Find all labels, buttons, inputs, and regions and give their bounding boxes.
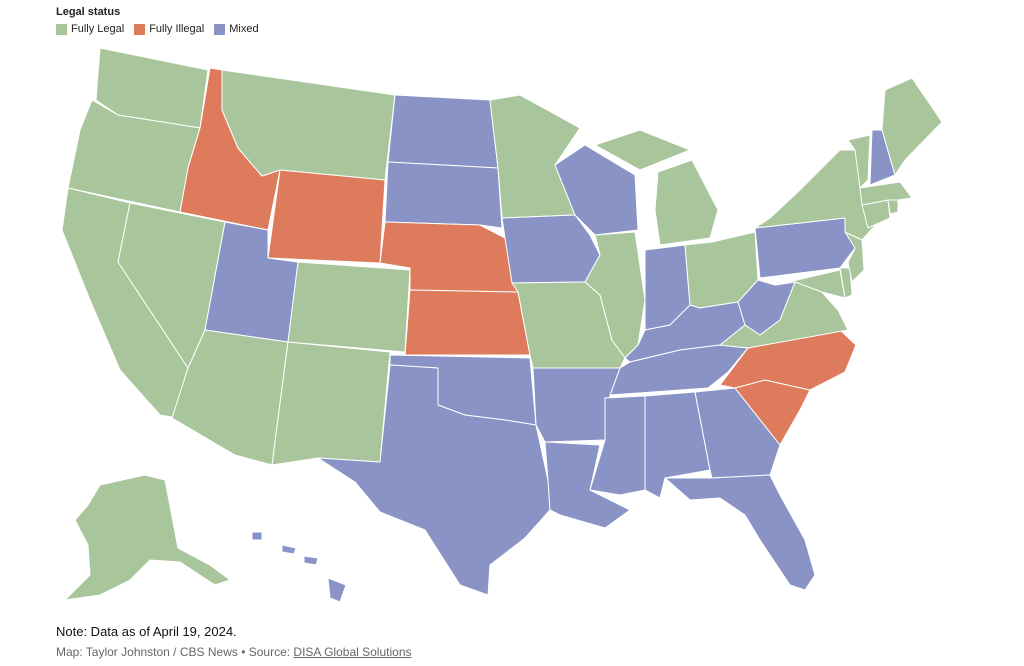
state-wisconsin[interactable] <box>554 144 639 236</box>
state-maryland[interactable] <box>774 269 846 299</box>
state-illinois[interactable] <box>584 231 646 359</box>
state-rhode-island[interactable] <box>887 199 899 215</box>
legend-item-fully-legal[interactable]: Fully Legal <box>56 23 124 35</box>
legend-swatch-mixed <box>214 23 226 35</box>
credit: Map: Taylor Johnston / CBS News • Source… <box>56 645 412 659</box>
legend-swatch-fully-illegal <box>134 23 146 35</box>
state-north-dakota[interactable] <box>387 94 499 169</box>
state-north-carolina[interactable] <box>719 329 857 391</box>
state-delaware[interactable] <box>839 267 853 299</box>
note: Note: Data as of April 19, 2024. <box>56 624 237 639</box>
state-louisiana[interactable] <box>544 441 631 529</box>
state-wyoming[interactable] <box>267 169 386 264</box>
legend-item-mixed[interactable]: Mixed <box>214 23 259 35</box>
state-south-dakota[interactable] <box>384 161 503 229</box>
legend: Legal status Fully Legal Fully Illegal M… <box>56 6 259 35</box>
state-colorado[interactable] <box>287 261 411 353</box>
state-vermont[interactable] <box>847 134 871 189</box>
legend-title: Legal status <box>56 6 121 18</box>
legend-label-fully-illegal: Fully Illegal <box>149 23 205 35</box>
legend-items: Fully Legal Fully Illegal Mixed <box>56 23 259 35</box>
state-minnesota[interactable] <box>489 94 581 219</box>
state-new-mexico[interactable] <box>271 341 391 466</box>
legend-label-mixed: Mixed <box>229 23 259 35</box>
source-link[interactable]: DISA Global Solutions <box>293 645 412 659</box>
state-massachusetts[interactable] <box>859 181 913 206</box>
state-texas[interactable] <box>317 364 551 596</box>
legend-swatch-fully-legal <box>56 23 67 35</box>
state-hawaii[interactable] <box>251 531 347 603</box>
state-maine[interactable] <box>881 77 943 176</box>
legend-item-fully-illegal[interactable]: Fully Illegal <box>134 23 204 35</box>
state-michigan[interactable] <box>594 129 719 246</box>
credit-text: Map: Taylor Johnston / CBS News • Source… <box>56 645 294 659</box>
state-florida[interactable] <box>664 474 816 591</box>
legend-label-fully-legal: Fully Legal <box>71 23 125 35</box>
state-kansas[interactable] <box>404 289 531 356</box>
state-alaska[interactable] <box>64 474 231 601</box>
